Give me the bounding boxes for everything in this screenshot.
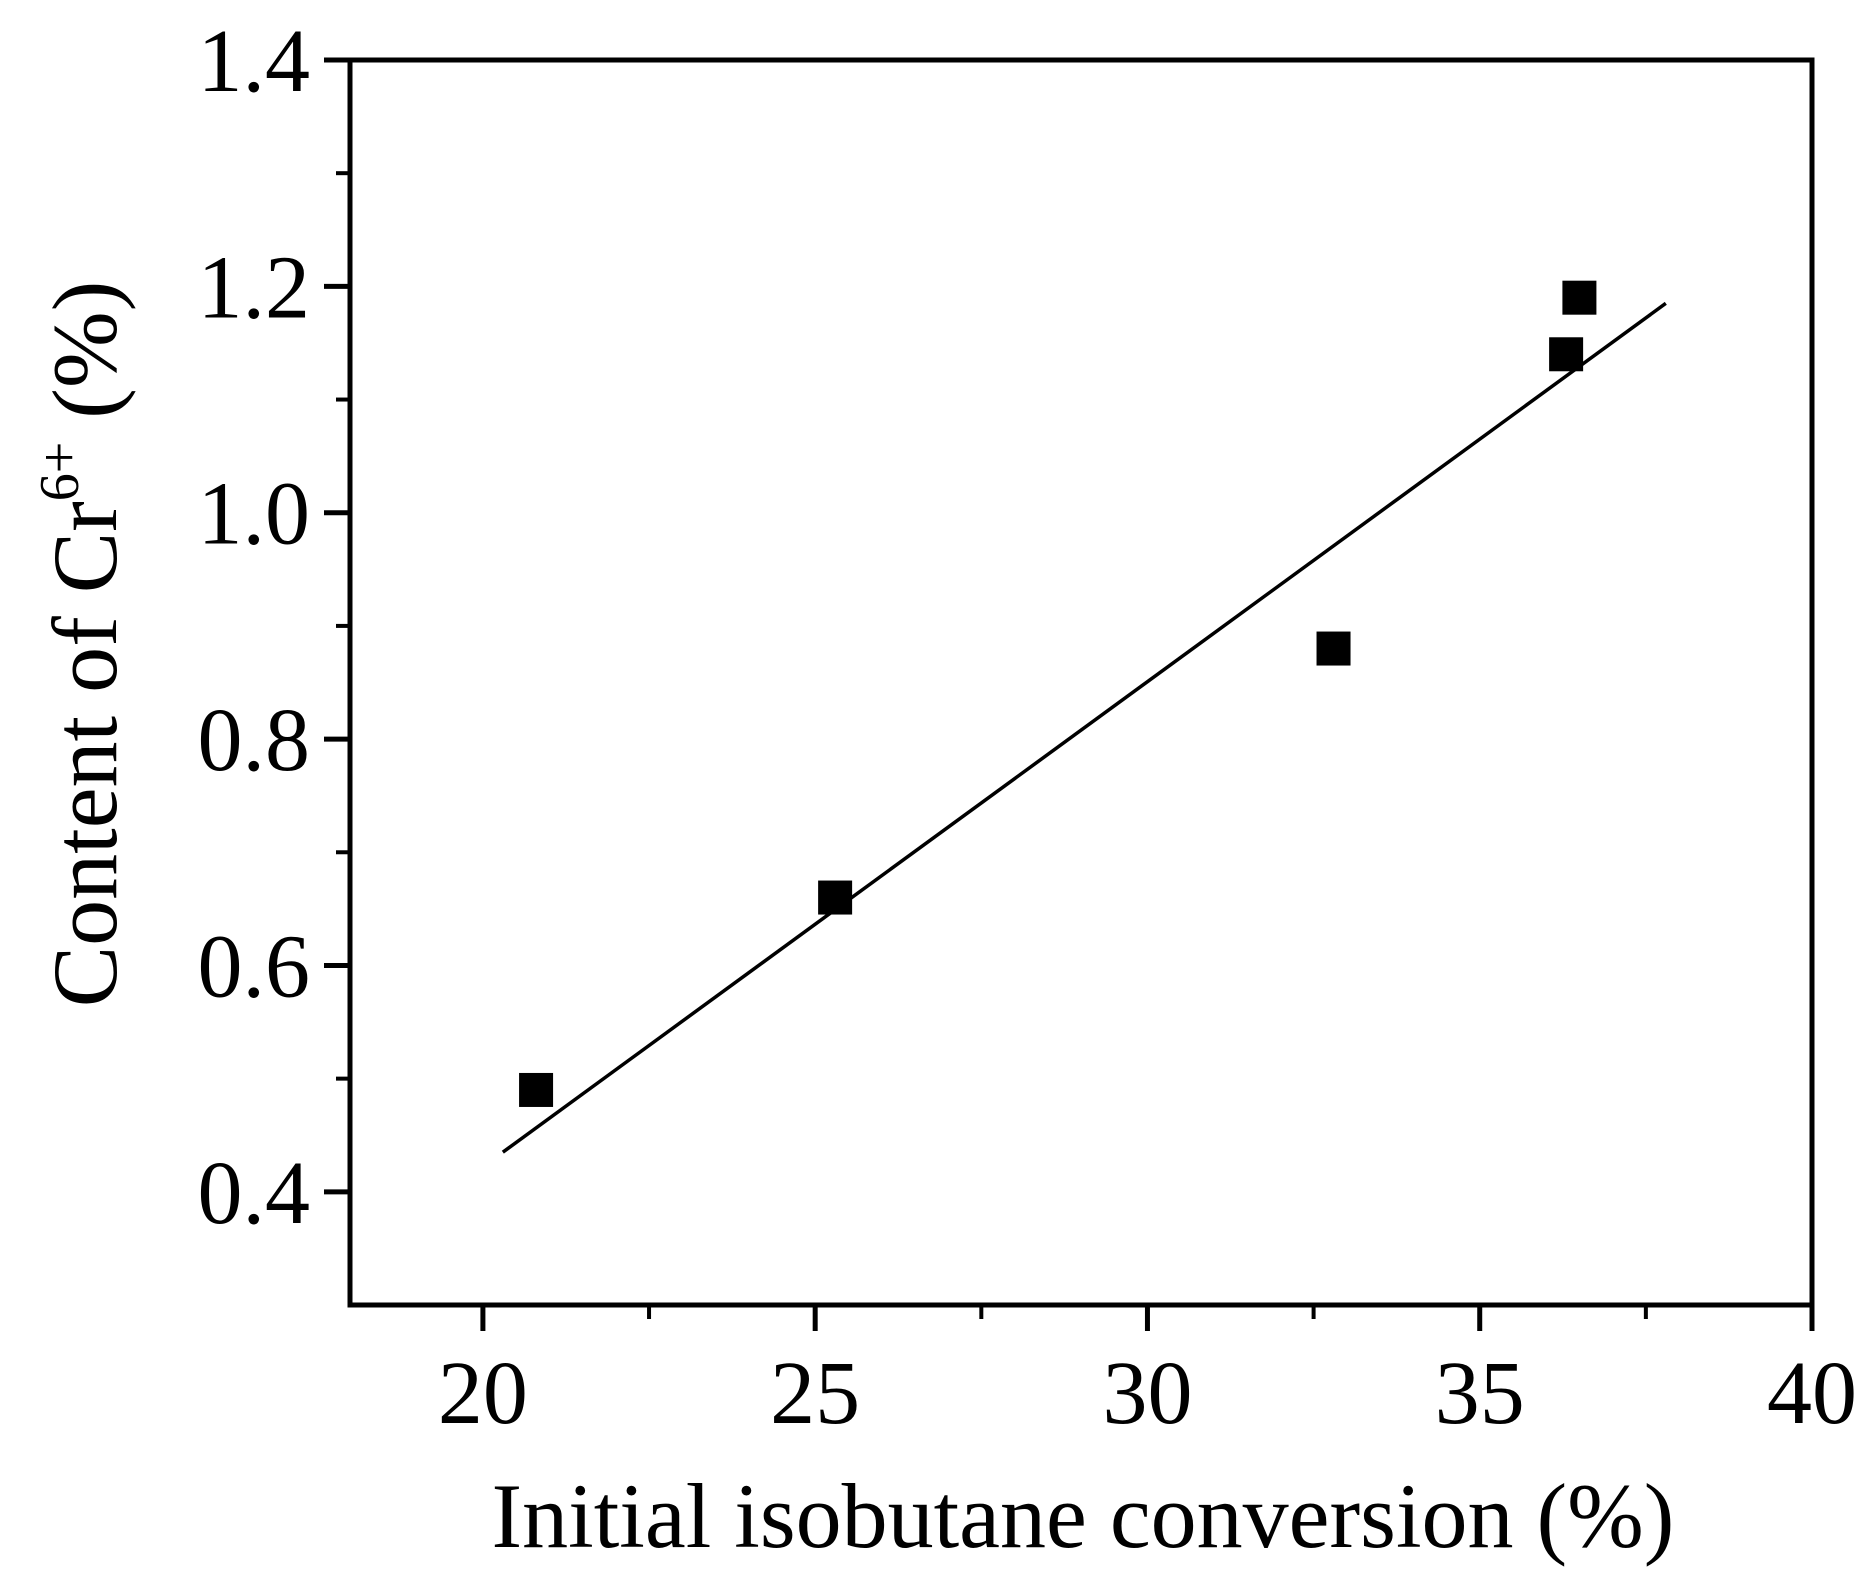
data-point [818,880,853,915]
y-axis-title: Content of Cr6+ (%) [29,281,136,1007]
y-tick-label: 0.6 [198,917,311,1016]
x-tick-label: 20 [438,1344,528,1443]
data-markers [519,280,1597,1107]
y-axis-title-suffix: (%) [34,281,136,442]
y-tick-label: 1.4 [198,12,311,111]
plot-frame [347,57,1815,1308]
y-tick-label: 0.4 [198,1144,311,1243]
x-tick-label: 30 [1102,1344,1192,1443]
x-tick-label: 40 [1767,1344,1857,1443]
data-point [1316,631,1351,666]
fit-line [501,301,1667,1154]
y-axis-ticks [324,57,350,1195]
y-axis-title-prefix: Content of Cr [34,501,136,1007]
y-axis-tick-labels: 0.4 0.6 0.8 1.0 1.2 1.4 [198,12,311,1243]
y-tick-label: 1.0 [198,465,311,564]
x-axis-title: Initial isobutane conversion (%) [492,1465,1675,1567]
data-point [1562,280,1597,315]
x-axis-tick-labels: 20 25 30 35 40 [438,1344,1857,1443]
y-tick-label: 0.8 [198,691,311,790]
data-point [519,1072,554,1107]
y-tick-label: 1.2 [198,238,311,337]
y-axis-title-superscript: 6+ [29,442,91,502]
x-tick-label: 25 [770,1344,860,1443]
data-point [1549,337,1584,372]
x-tick-label: 35 [1435,1344,1525,1443]
x-axis-ticks [480,1305,1815,1331]
